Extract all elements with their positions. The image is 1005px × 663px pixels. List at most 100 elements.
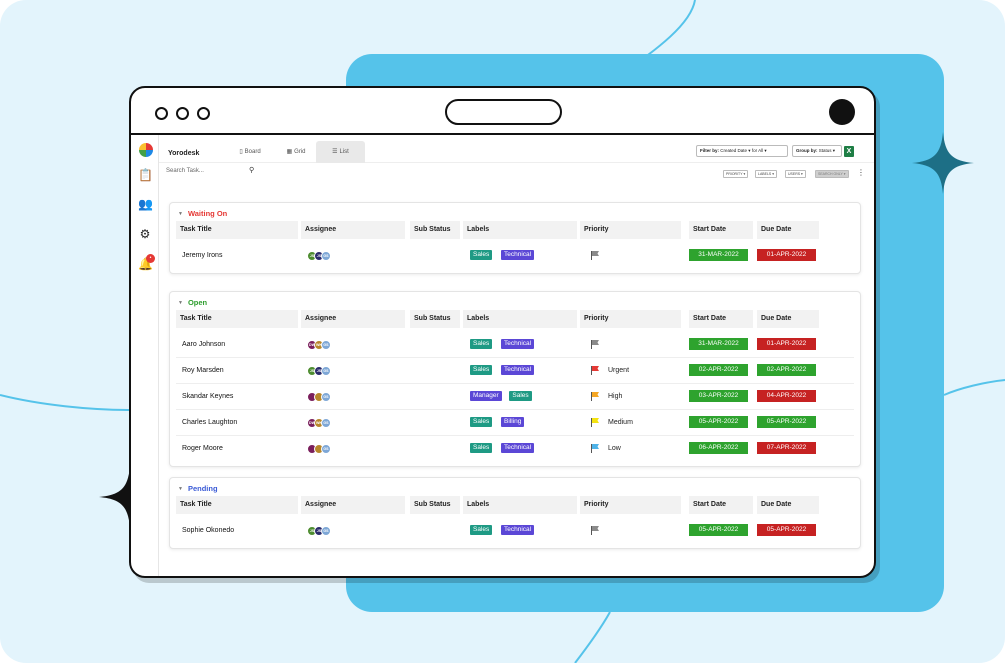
- column-header[interactable]: Labels: [463, 221, 577, 239]
- column-header[interactable]: Sub Status: [410, 221, 460, 239]
- column-header[interactable]: Sub Status: [410, 310, 460, 328]
- label-tag[interactable]: Technical: [501, 365, 535, 375]
- tab-board[interactable]: ▯ Board: [235, 141, 265, 163]
- task-row[interactable]: Skandar Keynes GS Manager Sales High 03-APR-2…: [176, 384, 854, 410]
- label-tag[interactable]: Sales: [509, 391, 532, 401]
- column-header[interactable]: Priority: [580, 310, 681, 328]
- column-header[interactable]: Start Date: [689, 496, 753, 514]
- task-row[interactable]: Roy Marsden JS JS GS Sales Technical Urgent 02-…: [176, 358, 854, 384]
- label-tag[interactable]: Sales: [470, 525, 493, 535]
- start-date-badge[interactable]: 05-APR-2022: [689, 416, 748, 428]
- label-tag[interactable]: Sales: [470, 417, 493, 427]
- priority-flag-icon[interactable]: [590, 417, 600, 427]
- collapse-caret-icon[interactable]: ▼: [178, 211, 183, 217]
- column-header[interactable]: Due Date: [757, 496, 819, 514]
- column-header[interactable]: Priority: [580, 496, 681, 514]
- label-tag[interactable]: Billing: [501, 417, 525, 427]
- column-header[interactable]: Start Date: [689, 310, 753, 328]
- column-header[interactable]: Task Title: [176, 221, 298, 239]
- start-date-badge[interactable]: 05-APR-2022: [689, 524, 748, 536]
- due-date-badge[interactable]: 01-APR-2022: [757, 249, 816, 261]
- label-tag[interactable]: Technical: [501, 443, 535, 453]
- task-row[interactable]: Charles Laughton DW WK GS Sales Billing Medium…: [176, 410, 854, 436]
- start-date-badge[interactable]: 02-APR-2022: [689, 364, 748, 376]
- more-options-icon[interactable]: ⋮: [857, 168, 865, 177]
- priority-flag-icon[interactable]: [590, 250, 600, 260]
- group-by-dropdown[interactable]: Group by: Status ▾: [792, 145, 842, 157]
- task-row[interactable]: Sophie Okonedo JS JS GS Sales Technical 05-APR…: [176, 518, 854, 544]
- column-header[interactable]: Assignee: [301, 496, 405, 514]
- team-icon[interactable]: 👥: [138, 197, 153, 211]
- label-tag[interactable]: Technical: [501, 525, 535, 535]
- section-title[interactable]: ▼ Open: [178, 298, 207, 307]
- column-header[interactable]: Priority: [580, 221, 681, 239]
- label-tag[interactable]: Manager: [470, 391, 502, 401]
- users-filter-button[interactable]: USERS ▾: [785, 170, 806, 178]
- excel-icon[interactable]: X: [844, 146, 854, 157]
- address-bar[interactable]: [445, 99, 562, 125]
- avatar: GS: [321, 444, 331, 454]
- priority-flag-icon[interactable]: [590, 365, 600, 375]
- column-header[interactable]: Assignee: [301, 221, 405, 239]
- priority-flag-icon[interactable]: [590, 443, 600, 453]
- column-header[interactable]: Task Title: [176, 496, 298, 514]
- settings-add-icon[interactable]: ⚙: [139, 227, 151, 241]
- due-date-badge[interactable]: 07-APR-2022: [757, 442, 816, 454]
- task-row[interactable]: Jeremy Irons JS JS GS Sales Technical 31-MAR-2…: [176, 243, 854, 269]
- task-row[interactable]: Aaro Johnson DW WK GS Sales Technical 31-MAR-2…: [176, 332, 854, 358]
- column-header[interactable]: Start Date: [689, 221, 753, 239]
- window-control-dot[interactable]: [176, 107, 189, 120]
- section-title[interactable]: ▼ Waiting On: [178, 209, 227, 218]
- priority-filter-button[interactable]: PRIORITY ▾: [723, 170, 749, 178]
- due-date-badge[interactable]: 04-APR-2022: [757, 390, 816, 402]
- label-tag[interactable]: Technical: [501, 339, 535, 349]
- label-tag[interactable]: Sales: [470, 365, 493, 375]
- priority-flag-icon[interactable]: [590, 525, 600, 535]
- column-header[interactable]: Labels: [463, 310, 577, 328]
- section-title[interactable]: ▼ Pending: [178, 484, 218, 493]
- search-only-button[interactable]: SEARCH ONLY ▾: [815, 170, 849, 178]
- collapse-caret-icon[interactable]: ▼: [178, 486, 183, 492]
- label-tag[interactable]: Technical: [501, 250, 535, 260]
- column-header[interactable]: Labels: [463, 496, 577, 514]
- start-date-badge[interactable]: 31-MAR-2022: [689, 249, 748, 261]
- label-tag[interactable]: Sales: [470, 250, 493, 260]
- due-date-badge[interactable]: 01-APR-2022: [757, 338, 816, 350]
- search-input[interactable]: Search Task...: [166, 168, 204, 174]
- task-title[interactable]: Skandar Keynes: [182, 393, 234, 400]
- task-title[interactable]: Charles Laughton: [182, 419, 238, 426]
- app-logo-icon[interactable]: [139, 143, 153, 157]
- profile-avatar[interactable]: [829, 99, 855, 125]
- column-header[interactable]: Sub Status: [410, 496, 460, 514]
- task-title[interactable]: Sophie Okonedo: [182, 527, 235, 534]
- start-date-badge[interactable]: 03-APR-2022: [689, 390, 748, 402]
- task-title[interactable]: Roy Marsden: [182, 367, 224, 374]
- priority-flag-icon[interactable]: [590, 391, 600, 401]
- column-header[interactable]: Due Date: [757, 310, 819, 328]
- task-title[interactable]: Roger Moore: [182, 445, 223, 452]
- due-date-badge[interactable]: 02-APR-2022: [757, 364, 816, 376]
- tab-grid[interactable]: ▦ Grid: [283, 141, 309, 163]
- tab-list[interactable]: ☰ List: [316, 141, 365, 163]
- window-control-dot[interactable]: [155, 107, 168, 120]
- due-date-badge[interactable]: 05-APR-2022: [757, 416, 816, 428]
- label-tag[interactable]: Sales: [470, 443, 493, 453]
- start-date-badge[interactable]: 06-APR-2022: [689, 442, 748, 454]
- search-icon[interactable]: ⚲: [249, 167, 255, 174]
- clipboard-icon[interactable]: 📋: [138, 168, 153, 182]
- window-control-dot[interactable]: [197, 107, 210, 120]
- column-header[interactable]: Task Title: [176, 310, 298, 328]
- column-header[interactable]: Assignee: [301, 310, 405, 328]
- due-date-badge[interactable]: 05-APR-2022: [757, 524, 816, 536]
- collapse-caret-icon[interactable]: ▼: [178, 300, 183, 306]
- task-row[interactable]: Roger Moore GS Sales Technical Low 06-APR-202…: [176, 436, 854, 462]
- start-date-badge[interactable]: 31-MAR-2022: [689, 338, 748, 350]
- label-tag[interactable]: Sales: [470, 339, 493, 349]
- priority-flag-icon[interactable]: [590, 339, 600, 349]
- task-title[interactable]: Aaro Johnson: [182, 341, 226, 348]
- task-title[interactable]: Jeremy Irons: [182, 252, 223, 259]
- column-header[interactable]: Due Date: [757, 221, 819, 239]
- labels-filter-button[interactable]: LABELS ▾: [755, 170, 777, 178]
- brand-name: Yorodesk: [168, 150, 200, 157]
- filter-dropdown[interactable]: Filter by: Created Date ▾ for All ▾: [696, 145, 788, 157]
